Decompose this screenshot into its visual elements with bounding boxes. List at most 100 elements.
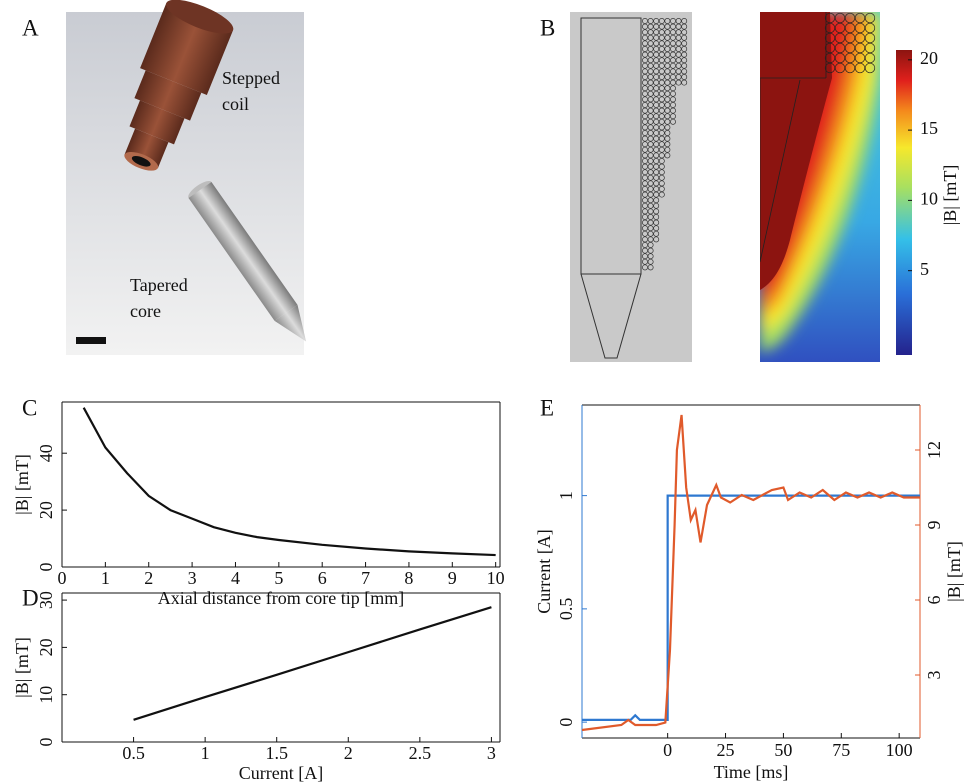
coil-turn (675, 74, 682, 80)
x-tick-label: 25 (717, 740, 735, 760)
coil-turn (658, 34, 665, 41)
coil-turn (647, 146, 654, 153)
coil-turn (653, 214, 660, 220)
coil-turn (675, 46, 682, 52)
coil-turn (664, 124, 671, 131)
coil-turn (647, 197, 654, 204)
coil-turn (647, 219, 654, 226)
coil-turn (658, 85, 665, 92)
x-tick-label: 0.5 (122, 743, 145, 763)
coil-turn (642, 258, 648, 265)
coil-turn (664, 152, 671, 159)
coil-turn (647, 62, 654, 69)
coil-turn (675, 40, 682, 47)
coil-turn (647, 90, 654, 97)
coil-turn (854, 52, 866, 64)
coil-turn (658, 79, 665, 86)
coil-turn (642, 146, 648, 153)
coil-turn (653, 90, 660, 97)
coil-turn (658, 118, 665, 125)
x-tick-label: 2 (344, 743, 353, 763)
coil-turn (642, 18, 648, 24)
coil-turn (675, 57, 682, 64)
coil-turn (864, 12, 876, 24)
coil-turn (664, 135, 671, 142)
coil-turn (642, 23, 648, 30)
data-line (82, 407, 496, 557)
coil-turn (670, 113, 676, 120)
coil-turn (834, 52, 846, 64)
coil-turn (642, 40, 648, 47)
coil-turn (647, 214, 654, 220)
colorbar-tick-label: 10 (920, 189, 938, 209)
y-tick-label: 0 (36, 738, 56, 747)
coil-turn (675, 18, 682, 24)
coil-turn (642, 191, 648, 198)
x-tick-label: 1.5 (265, 743, 288, 763)
coil-turn (647, 169, 654, 176)
coil-turn (854, 22, 866, 34)
coil-turn (653, 118, 660, 125)
coil-turn (647, 96, 654, 103)
coil-turn (647, 208, 654, 215)
coil-turn (864, 22, 876, 34)
coil-turn (664, 74, 671, 80)
coil-turn (824, 42, 836, 54)
coil-turn (681, 46, 688, 52)
coil-turn (647, 253, 654, 260)
coil-turn (664, 46, 671, 52)
y-tick-label: 40 (36, 444, 56, 462)
y2-tick-label: 6 (924, 596, 944, 605)
coil-turn (681, 68, 688, 75)
coil-turn (647, 85, 654, 92)
y-tick-label: 1 (556, 491, 576, 500)
x-tick-label: 3 (487, 743, 496, 763)
y-axis-label: |B| [mT] (12, 454, 32, 515)
coil-turn (664, 102, 671, 108)
coil-turn (834, 62, 846, 74)
coil-turn (681, 18, 688, 24)
coil-turn (670, 57, 676, 64)
coil-turn (642, 247, 648, 254)
x-tick-label: 4 (231, 568, 240, 588)
x-tick-label: 9 (448, 568, 457, 588)
y2-tick-label: 3 (924, 671, 944, 680)
x-axis-label: Axial distance from core tip [mm] (158, 588, 404, 608)
coil-turn (675, 79, 682, 86)
x-tick-label: 5 (274, 568, 283, 588)
coil-turn (647, 191, 654, 198)
coil-turn (658, 40, 665, 47)
coil-turn (675, 62, 682, 69)
coil-turn (658, 57, 665, 64)
data-line (582, 494, 920, 721)
coil-turn (647, 51, 654, 58)
coil-turn (664, 79, 671, 86)
coil-turn (647, 29, 654, 36)
coil-turn (653, 79, 660, 86)
coil-turn (681, 29, 688, 36)
coil-turn (653, 124, 660, 131)
coil-turn (864, 62, 876, 74)
x-tick-label: 100 (886, 740, 913, 760)
coil-turn (670, 34, 676, 41)
coil-turn (658, 90, 665, 97)
coil-turn (664, 146, 671, 153)
coil-turn (653, 57, 660, 64)
coil-turn (664, 107, 671, 114)
coil-turn (658, 130, 665, 136)
coil-turn (642, 230, 648, 237)
coil-turn (664, 68, 671, 75)
y2-axis-label: |B| [mT] (944, 541, 964, 602)
colorbar (896, 50, 912, 355)
coil-turn (647, 68, 654, 75)
coil-turn (647, 130, 654, 136)
coil-turn (653, 163, 660, 170)
coil-turn (653, 146, 660, 153)
coil-turn (670, 85, 676, 92)
coil-turn (670, 40, 676, 47)
coil-turn (647, 163, 654, 170)
coil-turn (658, 23, 665, 30)
panel-label: C (22, 395, 37, 420)
coil-turn (664, 23, 671, 30)
coil-turn (670, 118, 676, 125)
